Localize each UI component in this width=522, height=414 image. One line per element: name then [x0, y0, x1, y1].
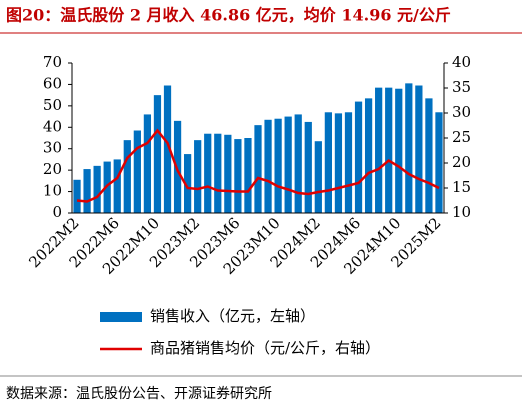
bar	[294, 114, 302, 213]
bar	[113, 159, 121, 213]
chart-title: 图20：温氏股份 2 月收入 46.86 亿元，均价 14.96 元/公斤	[6, 6, 451, 25]
y-tick-label: 0	[52, 203, 62, 221]
y-tick-label: 70	[43, 53, 62, 71]
source: 数据来源：温氏股份公告、开源证券研究所	[6, 386, 272, 402]
y2-tick-label: 30	[452, 103, 471, 121]
bar	[123, 140, 131, 213]
bar	[83, 169, 91, 213]
bar	[264, 119, 272, 213]
bar	[254, 125, 262, 213]
bar	[344, 112, 353, 213]
legend-label: 销售收入（亿元，左轴）	[150, 307, 315, 325]
bar	[425, 98, 433, 213]
bar	[385, 87, 393, 213]
bar	[274, 118, 282, 213]
line	[76, 128, 440, 203]
bar	[375, 87, 383, 213]
y-tick-label: 50	[43, 96, 62, 114]
bar	[143, 114, 152, 213]
bar	[163, 85, 172, 213]
bar	[184, 154, 192, 213]
bar	[204, 133, 212, 213]
bar	[324, 112, 332, 213]
y2-tick-label: 15	[452, 178, 471, 196]
bar	[405, 83, 413, 213]
bar	[133, 130, 141, 213]
y2-tick-label: 20	[452, 153, 471, 171]
bar	[244, 138, 252, 213]
y2-tick-label: 10	[452, 203, 471, 221]
bar	[415, 85, 423, 213]
bar	[284, 116, 292, 213]
bar	[304, 121, 312, 213]
legend-label: 商品猪销售均价（元/公斤，右轴）	[150, 339, 380, 357]
y2-tick-label: 35	[452, 78, 471, 96]
y-tick-label: 20	[43, 160, 62, 178]
bar	[435, 112, 443, 213]
y-tick-label: 30	[43, 139, 62, 157]
bar	[314, 141, 322, 213]
bar	[214, 133, 222, 213]
bar	[364, 98, 373, 213]
bar	[234, 139, 242, 213]
bar	[224, 134, 232, 213]
bar	[395, 88, 403, 213]
bar	[93, 165, 101, 213]
bar	[334, 113, 343, 213]
bar	[153, 95, 162, 213]
y-tick-label: 60	[43, 74, 62, 92]
bar	[354, 101, 363, 213]
y-tick-label: 10	[43, 182, 62, 200]
bar	[194, 140, 202, 213]
y-tick-label: 40	[43, 117, 62, 135]
y2-tick-label: 25	[452, 128, 471, 146]
y2-tick-label: 40	[452, 53, 471, 71]
bar	[73, 179, 81, 213]
legend-swatch	[100, 312, 142, 322]
